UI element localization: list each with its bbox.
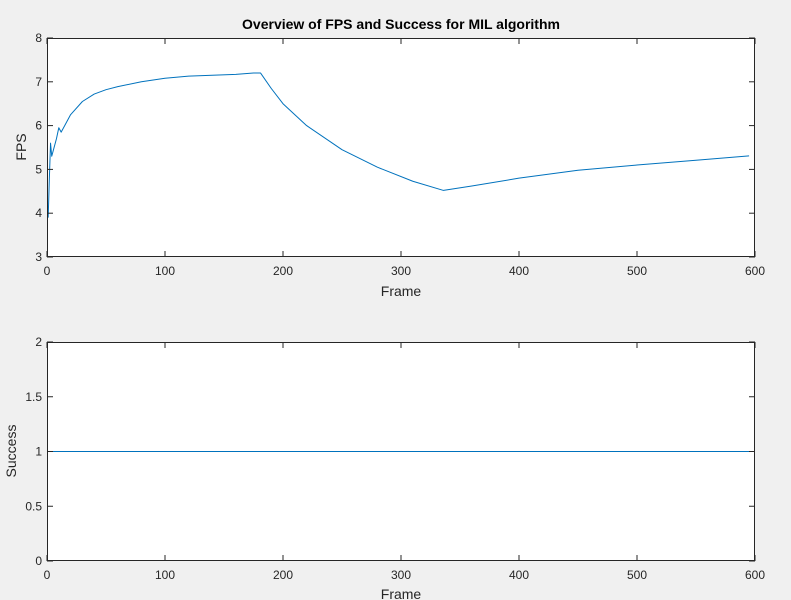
y-tick-label: 6 — [35, 119, 42, 133]
x-tick-label: 200 — [273, 568, 293, 582]
x-tick-label: 200 — [273, 264, 293, 278]
y-axis-label: FPS — [13, 133, 29, 160]
fps-chart: Overview of FPS and Success for MIL algo… — [13, 16, 765, 299]
y-tick-label: 7 — [35, 75, 42, 89]
y-tick-label: 8 — [35, 31, 42, 45]
x-tick-label: 500 — [627, 568, 647, 582]
x-tick-label: 400 — [509, 264, 529, 278]
y-tick-label: 2 — [35, 335, 42, 349]
y-tick-label: 1.5 — [25, 390, 42, 404]
y-tick-label: 0 — [35, 554, 42, 568]
series-line — [47, 72, 750, 218]
chart-title: Overview of FPS and Success for MIL algo… — [242, 16, 560, 32]
y-tick-label: 0.5 — [25, 499, 42, 513]
x-tick-label: 0 — [44, 264, 51, 278]
y-tick-label: 4 — [35, 206, 42, 220]
x-tick-label: 100 — [155, 264, 175, 278]
y-axis-label: Success — [3, 425, 19, 478]
x-tick-label: 300 — [391, 568, 411, 582]
y-tick-label: 1 — [35, 445, 42, 459]
x-tick-label: 500 — [627, 264, 647, 278]
y-tick-label: 5 — [35, 162, 42, 176]
x-tick-label: 100 — [155, 568, 175, 582]
y-tick-label: 3 — [35, 250, 42, 264]
x-axis-label: Frame — [381, 283, 422, 299]
x-axis-label: Frame — [381, 586, 422, 600]
success-chart: Frame Success 0 100 200 300 400 500 600 0 0.5 1 1.… — [3, 335, 765, 600]
x-tick-label: 0 — [44, 568, 51, 582]
x-tick-label: 600 — [745, 264, 765, 278]
plot-area — [47, 38, 755, 257]
x-tick-label: 300 — [391, 264, 411, 278]
x-tick-label: 600 — [745, 568, 765, 582]
x-tick-label: 400 — [509, 568, 529, 582]
